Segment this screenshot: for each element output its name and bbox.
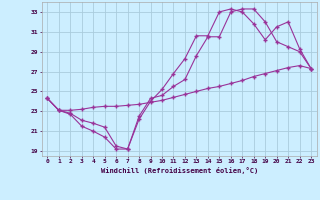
X-axis label: Windchill (Refroidissement éolien,°C): Windchill (Refroidissement éolien,°C) bbox=[100, 167, 258, 174]
